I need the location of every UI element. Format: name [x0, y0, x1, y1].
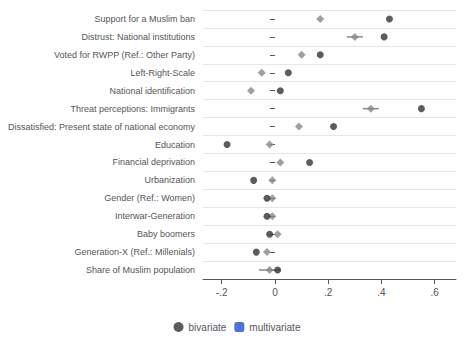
- svg-text:Dissatisfied: Present state of: Dissatisfied: Present state of national …: [8, 122, 196, 132]
- svg-text:Interwar-Generation: Interwar-Generation: [115, 211, 195, 221]
- svg-text:Generation-X (Ref.: Millenials: Generation-X (Ref.: Millenials): [75, 247, 196, 257]
- svg-text:National identification: National identification: [110, 86, 196, 96]
- svg-text:Education: Education: [155, 140, 195, 150]
- svg-text:Share of Muslim population: Share of Muslim population: [86, 265, 195, 275]
- svg-text:Voted for RWPP (Ref.: Other Pa: Voted for RWPP (Ref.: Other Party): [54, 50, 195, 60]
- svg-text:.2: .2: [324, 287, 333, 298]
- svg-text:bivariate: bivariate: [189, 322, 227, 333]
- svg-text:Threat perceptions: Immigrants: Threat perceptions: Immigrants: [71, 104, 196, 114]
- svg-text:Financial deprivation: Financial deprivation: [113, 157, 196, 167]
- svg-text:Gender (Ref.: Women): Gender (Ref.: Women): [104, 193, 195, 203]
- svg-text:Left-Right-Scale: Left-Right-Scale: [131, 68, 196, 78]
- svg-text:Distrust: National institution: Distrust: National institutions: [82, 32, 196, 42]
- svg-text:Baby boomers: Baby boomers: [137, 229, 196, 239]
- svg-text:Urbanization: Urbanization: [145, 175, 196, 185]
- svg-text:.6: .6: [431, 287, 440, 298]
- svg-text:-.2: -.2: [216, 287, 228, 298]
- svg-text:multivariate: multivariate: [249, 322, 301, 333]
- svg-text:0: 0: [272, 287, 278, 298]
- svg-text:Support for a Muslim ban: Support for a Muslim ban: [95, 14, 196, 24]
- svg-text:.4: .4: [377, 287, 386, 298]
